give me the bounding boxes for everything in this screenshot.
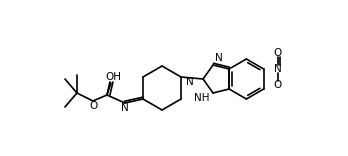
Text: O: O [274, 48, 282, 58]
Text: N: N [215, 53, 223, 63]
Text: O: O [274, 80, 282, 90]
Text: OH: OH [105, 72, 121, 82]
Text: O: O [90, 101, 98, 111]
Text: N: N [274, 64, 282, 74]
Text: N: N [186, 77, 194, 87]
Text: N: N [121, 103, 129, 113]
Text: NH: NH [193, 93, 209, 103]
